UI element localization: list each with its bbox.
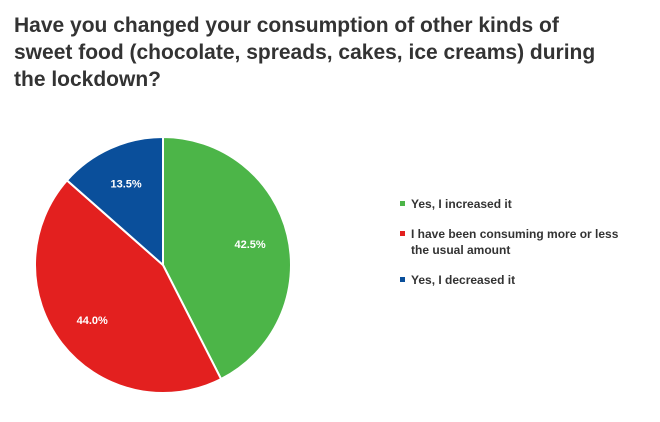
pie-label-increased: 42.5% [235,239,266,251]
legend-label-decreased: Yes, I decreased it [411,273,516,287]
legend-label-usual: I have been consuming more or less the u… [411,226,618,258]
legend-item-decreased: Yes, I decreased it [400,272,650,288]
legend-item-usual: I have been consuming more or less the u… [400,226,650,258]
pie-slice-increased [162,135,292,381]
chart-title-line-1: Have you changed your consumption of oth… [14,14,559,37]
chart-legend: Yes, I increased it I have been consumin… [400,196,650,302]
chart-title-line-3: the lockdown? [14,68,161,91]
pie-slice-usual [34,178,223,394]
pie-label-usual: 44.0% [77,315,108,327]
pie-slice-decreased [65,135,164,268]
legend-label-increased: Yes, I increased it [411,197,512,211]
pie-label-decreased: 13.5% [111,178,142,190]
legend-swatch-decreased [400,277,405,282]
legend-label-usual-line-2: the usual amount [411,243,511,257]
chart-title: Have you changed your consumption of oth… [14,12,634,93]
legend-swatch-usual [400,231,405,236]
legend-swatch-increased [400,201,405,206]
legend-label-usual-line-1: I have been consuming more or less [411,227,619,241]
legend-item-increased: Yes, I increased it [400,196,650,212]
chart-title-line-2: sweet food (chocolate, spreads, cakes, i… [14,41,596,64]
